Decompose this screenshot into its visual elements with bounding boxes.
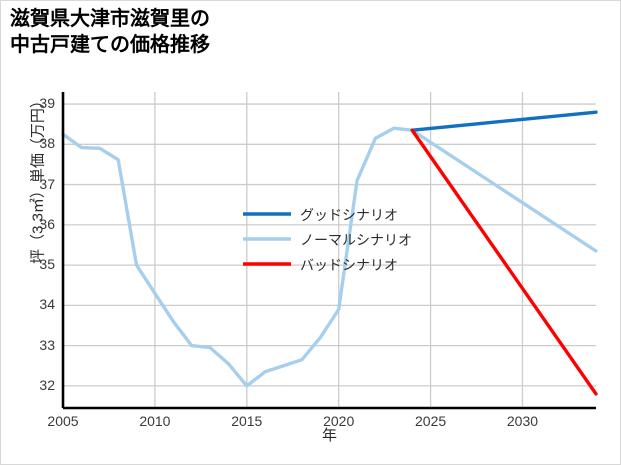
- gridlines: [62, 92, 596, 408]
- legend-swatches: [243, 212, 291, 266]
- page-title: 滋賀県大津市滋賀里の 中古戸建ての価格推移: [10, 8, 210, 57]
- axis-lines: [61, 92, 596, 410]
- x-tick-label: 2005: [47, 413, 79, 429]
- y-tick-label: 34: [39, 296, 55, 313]
- series-line: [410, 128, 598, 396]
- x-axis-label: 年: [321, 427, 337, 444]
- y-tick-label: 38: [39, 135, 55, 152]
- x-tick-label: 2030: [506, 413, 539, 429]
- y-tick-label: 35: [39, 256, 55, 273]
- y-tick-label: 39: [39, 95, 55, 112]
- legend-label: ノーマルシナリオ: [300, 232, 412, 248]
- y-tick-label: 36: [39, 215, 55, 232]
- x-tick-label: 2010: [139, 413, 171, 429]
- x-tick-label: 2020: [323, 413, 355, 429]
- series-lines: [61, 110, 598, 396]
- y-tick-label: 37: [39, 175, 55, 192]
- y-tick-label: 33: [39, 336, 55, 353]
- legend-label: グッドシナリオ: [300, 207, 398, 223]
- x-tick-label: 2025: [415, 413, 447, 429]
- y-axis-label: 坪（3.3㎡）単価（万円）: [29, 93, 47, 264]
- series-line: [61, 126, 598, 388]
- x-tick-label: 2015: [231, 413, 263, 429]
- legend-label: バッドシナリオ: [300, 257, 398, 273]
- y-tick-label: 32: [39, 376, 55, 393]
- series-line: [410, 110, 598, 132]
